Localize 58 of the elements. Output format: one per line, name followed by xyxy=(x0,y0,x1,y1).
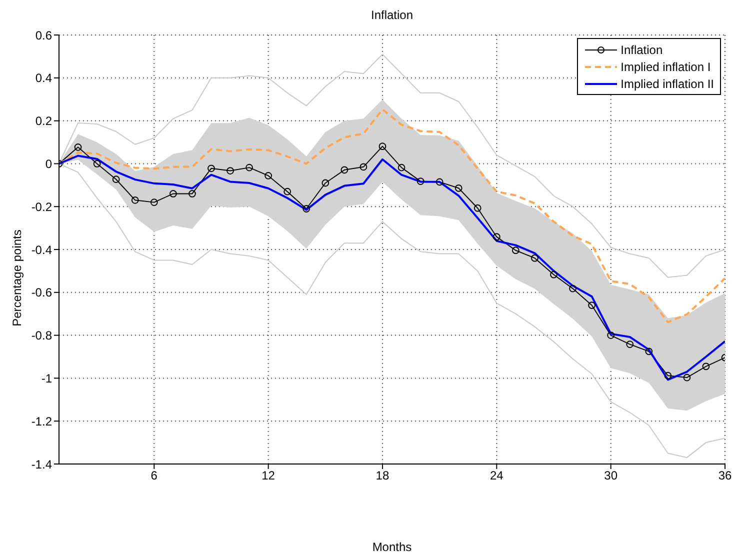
point xyxy=(645,348,653,356)
point xyxy=(664,372,672,380)
x-tick-label: 24 xyxy=(490,468,504,483)
y-tick-label: -0.6 xyxy=(31,286,52,300)
point xyxy=(131,196,139,204)
point xyxy=(226,167,234,174)
point xyxy=(512,246,520,254)
point xyxy=(302,205,310,212)
y-tick-label: -1 xyxy=(41,371,52,386)
point xyxy=(416,178,424,185)
line-series xyxy=(59,108,725,324)
point xyxy=(588,302,596,309)
point xyxy=(112,176,120,184)
point xyxy=(454,184,462,192)
point xyxy=(474,204,482,212)
x-tick-label: 30 xyxy=(604,468,618,483)
legend-label: Implied inflation II xyxy=(620,76,714,90)
point xyxy=(208,164,215,172)
point xyxy=(264,172,272,180)
point xyxy=(550,270,558,278)
y-tick-label: -0.8 xyxy=(31,328,52,343)
point xyxy=(569,284,576,292)
legend-label: Inflation xyxy=(620,42,663,56)
point xyxy=(360,163,368,171)
point xyxy=(340,166,348,174)
y-tick-label: 0.6 xyxy=(35,28,52,42)
point xyxy=(246,164,253,172)
point xyxy=(626,340,634,348)
point xyxy=(93,160,101,168)
x-tick-label: 6 xyxy=(150,468,158,483)
x-axis-title: Months xyxy=(371,540,413,554)
y-tick-label: 0 xyxy=(45,156,52,171)
point xyxy=(322,179,330,187)
point xyxy=(74,143,82,151)
legend-label: Implied inflation I xyxy=(620,60,711,74)
x-tick-label: 36 xyxy=(718,468,732,483)
y-tick-label: -0.4 xyxy=(31,242,52,257)
y-tick-label: 0.4 xyxy=(35,71,52,86)
point xyxy=(284,188,292,196)
point xyxy=(436,178,444,186)
x-tick-label: 12 xyxy=(262,468,276,483)
point xyxy=(150,198,158,206)
chart-title: Inflation xyxy=(370,8,414,22)
y-tick-label: -1.2 xyxy=(31,414,52,428)
point xyxy=(398,164,406,172)
point xyxy=(169,190,177,198)
y-tick-label: 0.2 xyxy=(35,114,52,128)
point xyxy=(531,254,538,262)
x-tick-label: 18 xyxy=(376,468,390,483)
y-tick-label: -0.2 xyxy=(31,200,52,214)
point xyxy=(378,142,386,150)
y-tick-label: -1.4 xyxy=(31,457,52,472)
point xyxy=(702,362,710,370)
point xyxy=(683,374,691,382)
point xyxy=(492,233,500,241)
y-axis-title: Percentage points xyxy=(10,230,24,326)
point xyxy=(188,190,196,198)
point xyxy=(607,332,615,339)
